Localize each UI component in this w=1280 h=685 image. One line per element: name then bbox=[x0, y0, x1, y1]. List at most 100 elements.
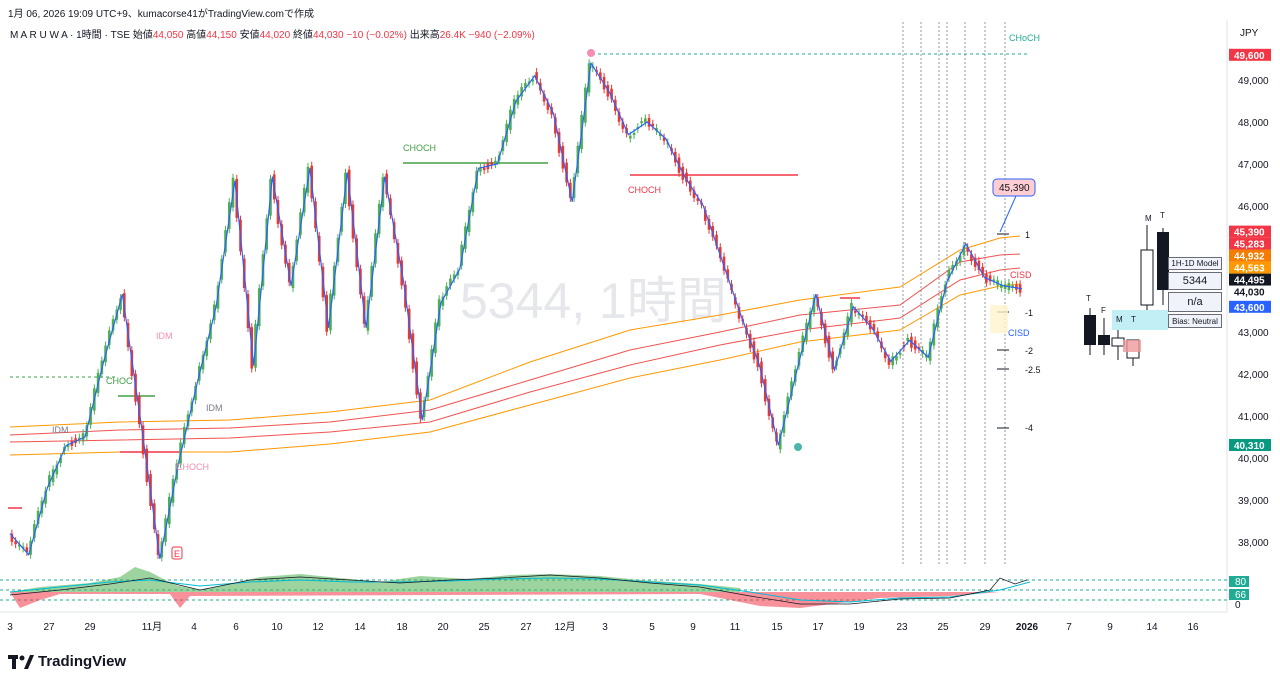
candle-body bbox=[59, 457, 62, 464]
price-tag: 43,600 bbox=[1229, 300, 1271, 314]
idm-label-1: IDM bbox=[52, 425, 69, 435]
candle-body bbox=[111, 319, 115, 331]
candle-body bbox=[711, 226, 715, 237]
svg-text:T: T bbox=[1160, 211, 1165, 220]
x-tick-label: 29 bbox=[979, 622, 991, 633]
osc-tag: 80 bbox=[1229, 576, 1249, 588]
tradingview-logo[interactable]: TradingView bbox=[8, 653, 126, 670]
candle-body bbox=[685, 172, 688, 183]
price-chart[interactable]: 5344, 1時間 E CHoCH CHO bbox=[0, 0, 1280, 650]
y-tick-label: 39,000 bbox=[1238, 496, 1269, 507]
candle-body bbox=[460, 244, 463, 266]
candle-body bbox=[535, 72, 538, 80]
candle-body bbox=[797, 352, 801, 366]
y-tick-label: 48,000 bbox=[1238, 118, 1269, 129]
change-value: −10 (−0.02%) bbox=[346, 30, 407, 41]
x-tick-label: 12月 bbox=[554, 621, 575, 633]
svg-text:44,563: 44,563 bbox=[1234, 264, 1265, 275]
candle-body bbox=[898, 352, 902, 355]
x-tick-label: 25 bbox=[937, 622, 949, 633]
candle-body bbox=[194, 386, 197, 401]
price-tag: 49,600 bbox=[1229, 48, 1271, 62]
cisd-zone bbox=[990, 305, 1008, 333]
candle-body bbox=[662, 137, 666, 141]
high-value: 44,150 bbox=[206, 30, 237, 41]
symbol-name[interactable]: M A R U W A · 1時間 · TSE bbox=[10, 30, 131, 41]
x-tick-label: 18 bbox=[396, 622, 408, 633]
candle-body bbox=[988, 275, 992, 282]
zigzag-line bbox=[9, 61, 1023, 559]
candle-body bbox=[659, 133, 662, 137]
candle-body bbox=[981, 266, 984, 274]
y-tick-label: 46,000 bbox=[1238, 202, 1269, 213]
tradingview-logo-icon bbox=[8, 654, 34, 669]
close-label: 終値 bbox=[292, 30, 313, 41]
price-tag: 40,310 bbox=[1229, 438, 1271, 452]
x-tick-label: 20 bbox=[437, 622, 449, 633]
x-tick-label: 25 bbox=[478, 622, 490, 633]
price-tag: 44,563 bbox=[1229, 261, 1271, 275]
candle-body bbox=[18, 544, 21, 547]
x-tick-label: 16 bbox=[1187, 622, 1199, 633]
candle-body bbox=[973, 257, 977, 267]
svg-text:44,932: 44,932 bbox=[1234, 252, 1265, 263]
model-title: 1H-1D Model bbox=[1168, 257, 1222, 270]
model-symbol: 5344 bbox=[1168, 272, 1222, 290]
candle-body bbox=[715, 234, 718, 246]
tradingview-logo-text: TradingView bbox=[38, 653, 127, 670]
candle-body bbox=[640, 121, 643, 124]
candle-body bbox=[737, 306, 741, 319]
svg-text:43,600: 43,600 bbox=[1234, 303, 1265, 314]
candle-body bbox=[718, 247, 722, 259]
candle-body bbox=[55, 464, 59, 475]
candle-body bbox=[726, 269, 730, 279]
x-tick-label: 3 bbox=[7, 622, 13, 633]
oscillator-fill-negative bbox=[10, 592, 1000, 608]
x-tick-label: 23 bbox=[896, 622, 908, 633]
candle-body bbox=[977, 260, 981, 271]
oscillator-fill bbox=[10, 567, 740, 592]
candle-body bbox=[617, 111, 621, 122]
currency-label[interactable]: JPY bbox=[1240, 28, 1259, 39]
x-tick-label: 9 bbox=[690, 622, 696, 633]
low-label: 安値 bbox=[239, 30, 260, 41]
candle-body bbox=[891, 356, 894, 366]
choc-label: CHOC bbox=[106, 376, 133, 386]
candle-body bbox=[201, 354, 205, 370]
candle-body bbox=[966, 247, 969, 252]
candle-body bbox=[108, 330, 111, 346]
price-tag: 44,932 bbox=[1229, 249, 1271, 263]
svg-text:45,283: 45,283 bbox=[1234, 240, 1265, 251]
candle-body bbox=[707, 218, 711, 230]
candle-body bbox=[895, 355, 898, 361]
x-tick-label: 19 bbox=[853, 622, 865, 633]
candle-body bbox=[632, 132, 636, 135]
candle-body bbox=[696, 198, 700, 201]
candle-body bbox=[947, 270, 951, 279]
x-tick-label: 15 bbox=[771, 622, 783, 633]
oscillator-line-2 bbox=[9, 574, 1028, 605]
svg-text:44,030: 44,030 bbox=[1234, 288, 1265, 299]
x-tick-label: 6 bbox=[233, 622, 239, 633]
time-axis[interactable]: 3 27 29 11月 4 6 10 12 14 18 20 25 27 12月 3 5 9 11 15 17 19 23… bbox=[7, 621, 1199, 633]
candle-body bbox=[861, 314, 865, 317]
candle-body bbox=[629, 135, 632, 139]
open-label: 始値 bbox=[132, 30, 153, 41]
candle-body bbox=[449, 278, 452, 286]
oscillator-axis: 80 660 bbox=[1229, 576, 1249, 611]
candle-body bbox=[33, 524, 36, 538]
x-tick-label: 3 bbox=[602, 622, 608, 633]
candle-body bbox=[78, 437, 81, 440]
idm-label-3: IDM bbox=[156, 331, 173, 341]
y-tick-label: 38,000 bbox=[1238, 538, 1269, 549]
candle-body bbox=[490, 161, 493, 166]
ema-orange-lower bbox=[9, 283, 1021, 456]
y-tick-label: 49,000 bbox=[1238, 76, 1269, 87]
candle-body bbox=[958, 255, 962, 263]
candle-body bbox=[808, 311, 812, 329]
svg-text:49,600: 49,600 bbox=[1234, 51, 1265, 62]
svg-text:66: 66 bbox=[1235, 590, 1247, 601]
x-tick-label: 27 bbox=[43, 622, 55, 633]
x-tick-label: 11 bbox=[730, 622, 741, 633]
candle-body bbox=[703, 209, 707, 221]
